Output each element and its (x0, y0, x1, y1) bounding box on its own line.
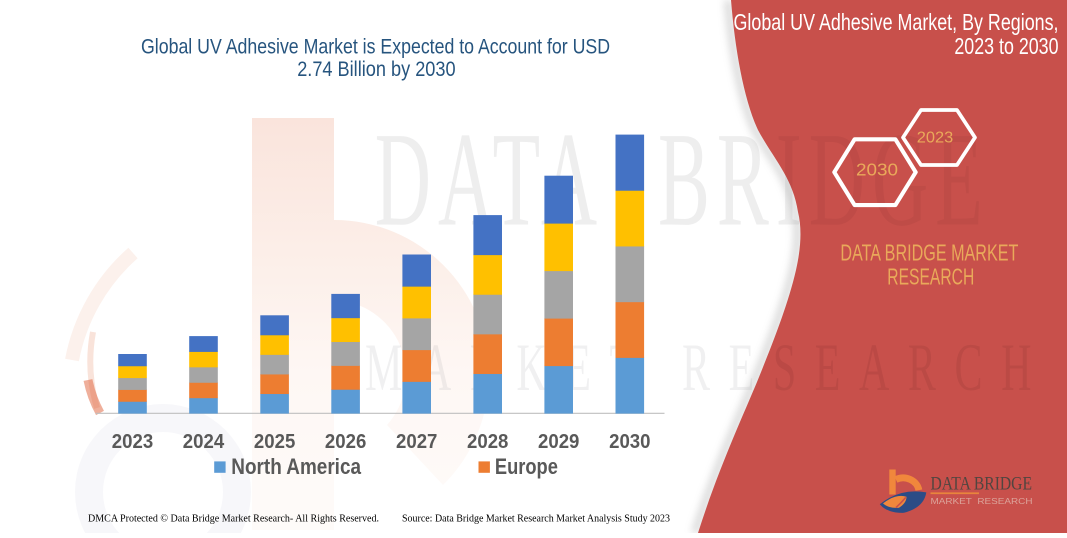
svg-text:Global UV Adhesive Market is E: Global UV Adhesive Market is Expected to… (141, 36, 610, 59)
svg-text:Europe: Europe (495, 454, 558, 479)
svg-text:2026: 2026 (325, 430, 366, 453)
svg-text:Global UV Adhesive Market, By: Global UV Adhesive Market, By Regions, (734, 9, 1059, 35)
svg-text:2.74 Billion by 2030: 2.74 Billion by 2030 (297, 58, 455, 81)
svg-text:2028: 2028 (467, 430, 508, 453)
svg-text:2023: 2023 (917, 130, 954, 147)
svg-text:2030: 2030 (856, 160, 898, 180)
svg-text:RESEARCH: RESEARCH (887, 264, 974, 290)
svg-text:2025: 2025 (254, 430, 295, 453)
svg-text:2024: 2024 (183, 430, 225, 453)
svg-text:2023: 2023 (112, 430, 153, 453)
svg-text:Source: Data Bridge Market Res: Source: Data Bridge Market Research Mark… (402, 513, 670, 525)
svg-text:2023 to 2030: 2023 to 2030 (954, 33, 1058, 59)
svg-text:MARKET RESEARCH: MARKET RESEARCH (931, 497, 1033, 506)
svg-text:North America: North America (231, 454, 361, 479)
svg-text:DATA BRIDGE: DATA BRIDGE (931, 474, 1033, 495)
svg-text:2027: 2027 (396, 430, 437, 453)
svg-text:2030: 2030 (609, 430, 650, 453)
svg-text:DMCA Protected © Data Bridge M: DMCA Protected © Data Bridge Market Rese… (88, 513, 379, 525)
svg-text:2029: 2029 (538, 430, 579, 453)
svg-text:DATA BRIDGE MARKET: DATA BRIDGE MARKET (840, 240, 1018, 266)
